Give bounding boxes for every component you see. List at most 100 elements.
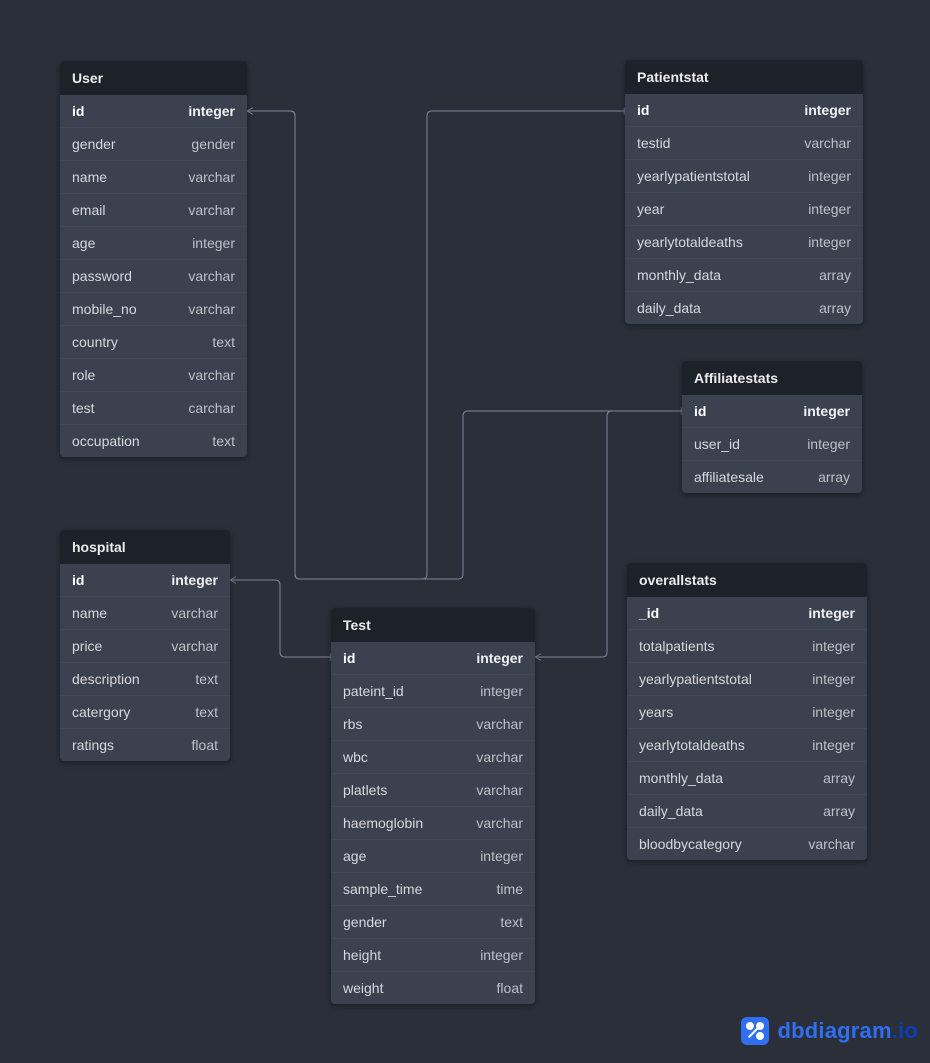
column-name: ratings bbox=[72, 737, 114, 753]
relation-line bbox=[247, 111, 682, 579]
column-name: email bbox=[72, 202, 105, 218]
table-row[interactable]: totalpatientsinteger bbox=[627, 630, 867, 663]
table-hospital[interactable]: hospitalidinteger name varchar price varchar… bbox=[60, 530, 230, 761]
column-name: rbs bbox=[343, 716, 362, 732]
table-row[interactable]: countrytext bbox=[60, 326, 247, 359]
table-row[interactable]: monthly_dataarray bbox=[625, 259, 863, 292]
column-name: id bbox=[72, 103, 84, 119]
table-row[interactable]: gendergender bbox=[60, 128, 247, 161]
table-row[interactable]: weightfloat bbox=[331, 972, 535, 1004]
table-row[interactable]: bloodbycategoryvarchar bbox=[627, 828, 867, 860]
table-header[interactable]: overallstats bbox=[627, 563, 867, 597]
table-row[interactable]: name varchar bbox=[60, 597, 230, 630]
table-row[interactable]: idinteger bbox=[60, 564, 230, 597]
table-row[interactable]: ageinteger bbox=[60, 227, 247, 260]
table-row[interactable]: descriptiontext bbox=[60, 663, 230, 696]
table-row[interactable]: yearinteger bbox=[625, 193, 863, 226]
table-row[interactable]: rbs varchar bbox=[331, 708, 535, 741]
table-row[interactable]: monthly_dataarray bbox=[627, 762, 867, 795]
table-row[interactable]: user_idinteger bbox=[682, 428, 862, 461]
column-type: integer bbox=[804, 102, 851, 118]
column-type: varchar bbox=[804, 135, 851, 151]
watermark-suffix: .io bbox=[892, 1018, 918, 1043]
column-name: daily_data bbox=[639, 803, 703, 819]
column-name: occupation bbox=[72, 433, 140, 449]
column-name: daily_data bbox=[637, 300, 701, 316]
column-name: name bbox=[72, 605, 107, 621]
column-type: integer bbox=[808, 168, 851, 184]
column-name: catergory bbox=[72, 704, 130, 720]
table-row[interactable]: _idinteger bbox=[627, 597, 867, 630]
column-name: monthly_data bbox=[639, 770, 723, 786]
column-type: varchar bbox=[476, 749, 523, 765]
column-name: pateint_id bbox=[343, 683, 404, 699]
column-name: gender bbox=[343, 914, 387, 930]
table-row[interactable]: idinteger bbox=[331, 642, 535, 675]
table-header[interactable]: Test bbox=[331, 608, 535, 642]
table-row[interactable]: idinteger bbox=[60, 95, 247, 128]
table-row[interactable]: testcarchar bbox=[60, 392, 247, 425]
table-row[interactable]: daily_dataarray bbox=[625, 292, 863, 324]
table-row[interactable]: price varchar bbox=[60, 630, 230, 663]
table-row[interactable]: testidvarchar bbox=[625, 127, 863, 160]
column-type: varchar bbox=[171, 605, 218, 621]
table-row[interactable]: affiliatesalearray bbox=[682, 461, 862, 493]
table-overallstats[interactable]: overallstats_idintegertotalpatientsinteg… bbox=[627, 563, 867, 860]
table-row[interactable]: yearlypatientstotalinteger bbox=[627, 663, 867, 696]
table-row[interactable]: gendertext bbox=[331, 906, 535, 939]
table-row[interactable]: passwordvarchar bbox=[60, 260, 247, 293]
table-row[interactable]: haemoglobinvarchar bbox=[331, 807, 535, 840]
table-header[interactable]: Affiliatestats bbox=[682, 361, 862, 395]
column-type: integer bbox=[812, 638, 855, 654]
table-row[interactable]: catergorytext bbox=[60, 696, 230, 729]
column-type: gender bbox=[191, 136, 235, 152]
table-user[interactable]: Useridintegergendergendernamevarcharemai… bbox=[60, 61, 247, 457]
table-row[interactable]: platletsvarchar bbox=[331, 774, 535, 807]
table-header[interactable]: hospital bbox=[60, 530, 230, 564]
column-name: platlets bbox=[343, 782, 387, 798]
column-type: varchar bbox=[188, 268, 235, 284]
table-row[interactable]: ratingsfloat bbox=[60, 729, 230, 761]
column-type: integer bbox=[808, 234, 851, 250]
table-row[interactable]: pateint_idinteger bbox=[331, 675, 535, 708]
table-patientstat[interactable]: Patientstat id integer testidvarcharyearlyp… bbox=[625, 60, 863, 324]
table-row[interactable]: yearlypatientstotalinteger bbox=[625, 160, 863, 193]
table-row[interactable]: mobile_novarchar bbox=[60, 293, 247, 326]
table-row[interactable]: rolevarchar bbox=[60, 359, 247, 392]
column-name: id bbox=[637, 102, 649, 118]
table-row[interactable]: yearlytotaldeathsinteger bbox=[625, 226, 863, 259]
table-row[interactable]: wbcvarchar bbox=[331, 741, 535, 774]
table-header[interactable]: User bbox=[60, 61, 247, 95]
column-name: country bbox=[72, 334, 118, 350]
table-row[interactable]: yearlytotaldeathsinteger bbox=[627, 729, 867, 762]
column-type: varchar bbox=[171, 638, 218, 654]
table-row[interactable]: occupationtext bbox=[60, 425, 247, 457]
table-row[interactable]: id integer bbox=[625, 94, 863, 127]
column-name: sample_time bbox=[343, 881, 422, 897]
column-type: varchar bbox=[188, 169, 235, 185]
table-row[interactable]: namevarchar bbox=[60, 161, 247, 194]
table-row[interactable]: years integer bbox=[627, 696, 867, 729]
column-type: varchar bbox=[188, 202, 235, 218]
table-header[interactable]: Patientstat bbox=[625, 60, 863, 94]
column-type: integer bbox=[808, 201, 851, 217]
table-test[interactable]: Testidintegerpateint_idintegerrbs varchar… bbox=[331, 608, 535, 1004]
table-row[interactable]: idinteger bbox=[682, 395, 862, 428]
table-affiliatestats[interactable]: Affiliatestatsidintegeruser_idintegeraff… bbox=[682, 361, 862, 493]
relation-line bbox=[247, 111, 625, 579]
column-name: height bbox=[343, 947, 381, 963]
column-name: bloodbycategory bbox=[639, 836, 742, 852]
share-icon bbox=[741, 1017, 769, 1045]
table-row[interactable]: ageinteger bbox=[331, 840, 535, 873]
column-type: text bbox=[195, 671, 218, 687]
table-row[interactable]: heightinteger bbox=[331, 939, 535, 972]
table-row[interactable]: sample_timetime bbox=[331, 873, 535, 906]
watermark-label: dbdiagram bbox=[777, 1018, 891, 1043]
column-name: monthly_data bbox=[637, 267, 721, 283]
column-type: varchar bbox=[476, 716, 523, 732]
table-row[interactable]: daily_dataarray bbox=[627, 795, 867, 828]
column-type: integer bbox=[812, 704, 855, 720]
column-name: price bbox=[72, 638, 102, 654]
column-name: years bbox=[639, 704, 673, 720]
table-row[interactable]: email varchar bbox=[60, 194, 247, 227]
